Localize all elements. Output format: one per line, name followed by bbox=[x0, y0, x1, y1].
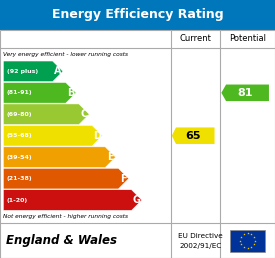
Polygon shape bbox=[221, 85, 269, 101]
Text: (81-91): (81-91) bbox=[7, 90, 32, 95]
Text: E: E bbox=[107, 152, 114, 162]
Text: (55-68): (55-68) bbox=[7, 133, 32, 138]
Text: 81: 81 bbox=[237, 88, 253, 98]
Polygon shape bbox=[3, 125, 103, 146]
Text: B: B bbox=[67, 88, 75, 98]
Text: Very energy efficient - lower running costs: Very energy efficient - lower running co… bbox=[3, 52, 128, 57]
Text: (21-38): (21-38) bbox=[7, 176, 32, 181]
Polygon shape bbox=[3, 190, 142, 211]
Text: (1-20): (1-20) bbox=[7, 198, 28, 203]
Text: 65: 65 bbox=[185, 131, 201, 141]
Text: C: C bbox=[81, 109, 88, 119]
Text: D: D bbox=[94, 131, 101, 141]
Polygon shape bbox=[3, 83, 76, 103]
Text: England & Wales: England & Wales bbox=[6, 234, 117, 247]
Bar bbox=[230, 230, 265, 252]
Text: Not energy efficient - higher running costs: Not energy efficient - higher running co… bbox=[3, 214, 128, 220]
Polygon shape bbox=[3, 61, 63, 82]
Text: (92 plus): (92 plus) bbox=[7, 69, 38, 74]
Text: Potential: Potential bbox=[229, 35, 266, 43]
Polygon shape bbox=[3, 147, 115, 167]
Text: Current: Current bbox=[179, 35, 211, 43]
Text: Energy Efficiency Rating: Energy Efficiency Rating bbox=[52, 8, 223, 21]
Text: (69-80): (69-80) bbox=[7, 112, 32, 117]
Polygon shape bbox=[3, 104, 89, 125]
Bar bbox=[0, 0, 275, 30]
Polygon shape bbox=[3, 168, 129, 189]
Text: EU Directive: EU Directive bbox=[178, 233, 223, 239]
Text: G: G bbox=[133, 195, 141, 205]
Text: F: F bbox=[120, 174, 127, 184]
Text: 2002/91/EC: 2002/91/EC bbox=[180, 243, 222, 249]
Bar bbox=[0, 30, 275, 258]
Text: (39-54): (39-54) bbox=[7, 155, 32, 160]
Polygon shape bbox=[172, 127, 214, 144]
Text: A: A bbox=[54, 66, 62, 76]
